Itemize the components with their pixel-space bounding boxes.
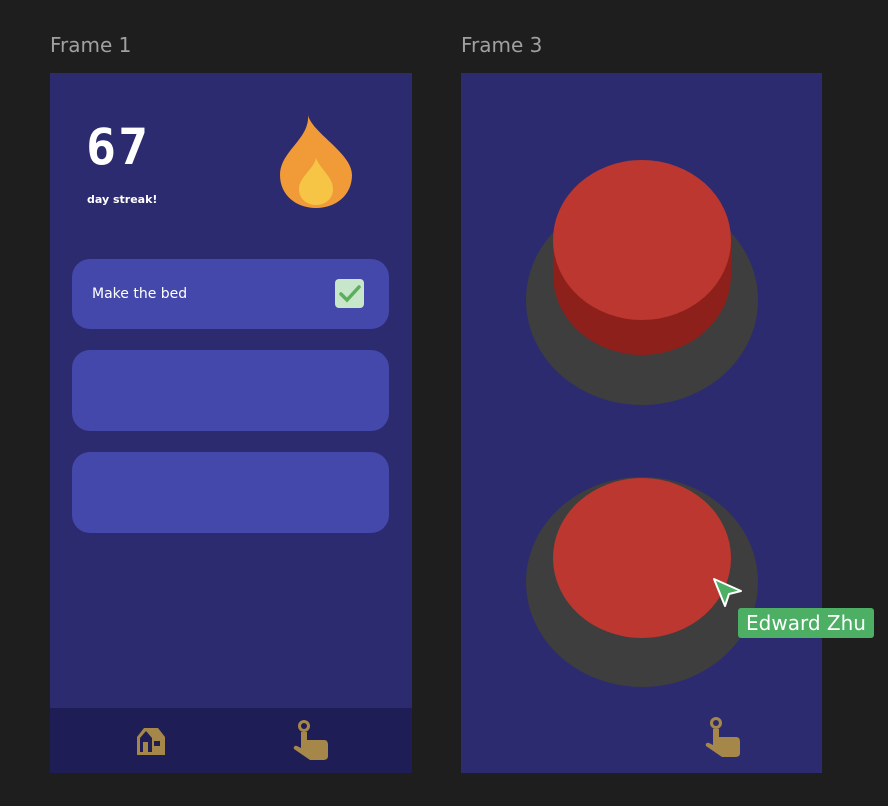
top-red-button[interactable] <box>526 160 758 405</box>
checkmark-icon <box>339 285 361 303</box>
task-checkbox[interactable] <box>335 279 364 308</box>
cursor-arrow-icon <box>713 578 742 607</box>
home-icon[interactable] <box>135 725 167 757</box>
streak-count: 67 <box>86 118 151 176</box>
bottom-red-button[interactable] <box>526 477 758 687</box>
task-card[interactable]: Make the bed <box>72 259 389 329</box>
streak-caption: day streak! <box>87 193 158 206</box>
frame-1-label[interactable]: Frame 1 <box>50 33 132 57</box>
collaborator-name-tag: Edward Zhu <box>738 608 874 638</box>
flame-icon <box>280 115 352 208</box>
tap-hand-icon[interactable] <box>292 720 330 762</box>
frame-3 <box>461 73 822 773</box>
tap-hand-icon[interactable] <box>704 717 742 759</box>
task-card[interactable] <box>72 452 389 533</box>
bottom-nav <box>50 708 412 773</box>
task-card[interactable] <box>72 350 389 431</box>
task-label: Make the bed <box>92 286 188 302</box>
frame-3-label[interactable]: Frame 3 <box>461 33 543 57</box>
buttons-canvas <box>526 160 758 687</box>
frame-1: 67 day streak! Make the bed <box>50 73 412 773</box>
